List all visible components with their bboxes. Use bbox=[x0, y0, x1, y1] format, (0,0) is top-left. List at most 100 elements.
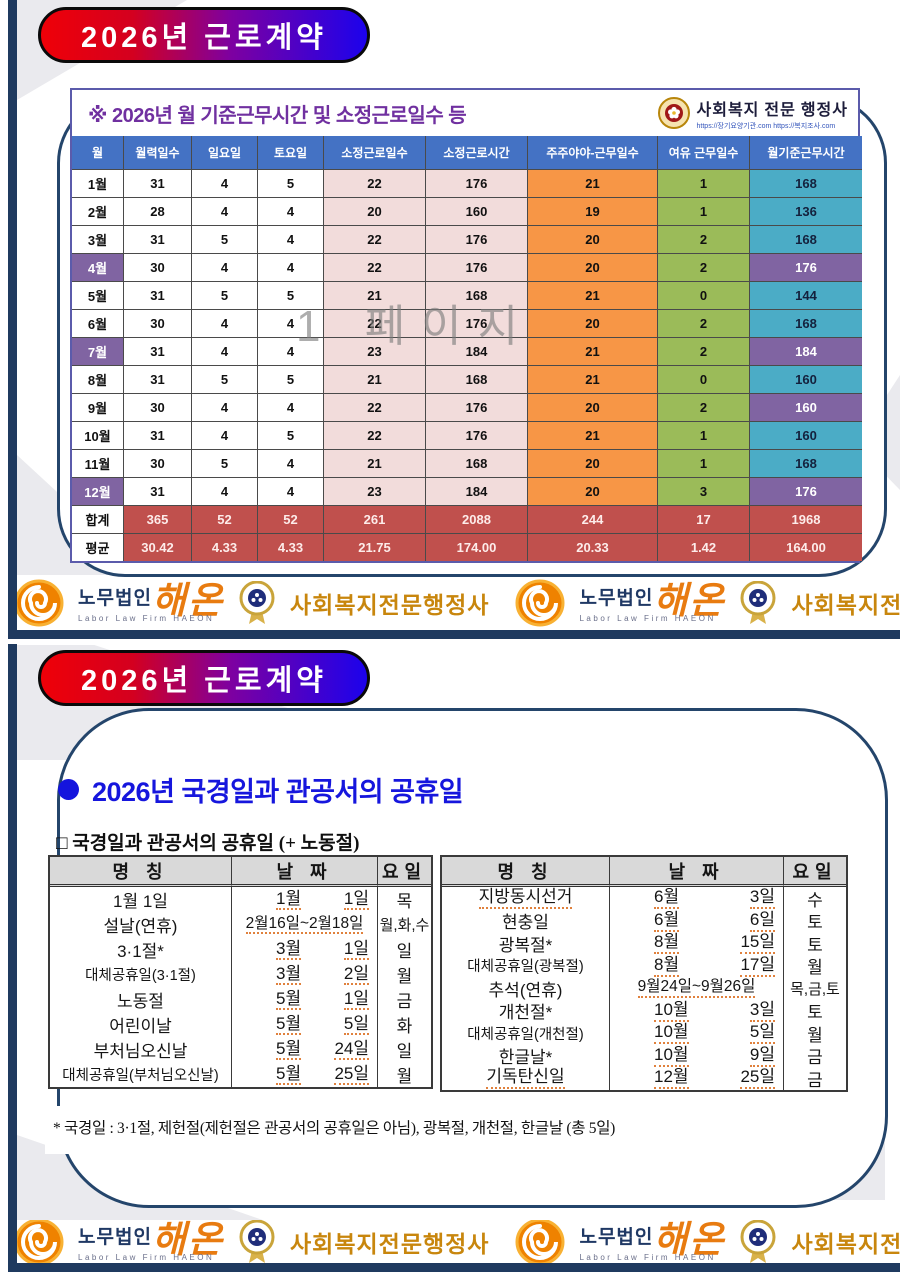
spare-days-cell: 1 bbox=[658, 421, 750, 449]
holiday-date-cell: 8월 17일 bbox=[610, 954, 784, 977]
holiday-weekday-cell: 금 bbox=[784, 1045, 846, 1067]
calendar-days-cell: 31 bbox=[124, 337, 192, 365]
workhours-cell: 176 bbox=[426, 393, 528, 421]
haeon-firm-name: 해온 bbox=[151, 1220, 225, 1261]
haeon-text-row: 노무법인 해온 bbox=[78, 583, 224, 620]
holiday-name: 3·1절* bbox=[117, 942, 164, 961]
workdays-cell: 20 bbox=[324, 197, 426, 225]
spare-days-cell: 2 bbox=[658, 337, 750, 365]
work-table-titleband: ※ 2026년 월 기준근무시간 및 소정근로일수 등 사회복지 전문 행정사 … bbox=[72, 90, 858, 136]
spare-days-cell: 2 bbox=[658, 393, 750, 421]
slide2-title: 2026년 근로계약 bbox=[81, 665, 327, 697]
spare-days-cell: 0 bbox=[658, 281, 750, 309]
haeon-spiral-icon bbox=[515, 1220, 565, 1264]
holiday-date-day: 3일 bbox=[749, 887, 775, 910]
bottom-frame-bar-slide1 bbox=[8, 630, 900, 639]
holiday-date-day: 15일 bbox=[740, 932, 775, 955]
holiday-date-day: 24일 bbox=[334, 1039, 369, 1061]
holiday-name: 지방동시선거 bbox=[478, 887, 573, 910]
page-number-watermark: 1 페이지 bbox=[296, 302, 535, 351]
haeon-spiral-icon bbox=[515, 579, 565, 627]
saturdays-cell: 5 bbox=[258, 421, 324, 449]
sundays-cell: 4 bbox=[192, 197, 258, 225]
holiday-date-day: 9일 bbox=[749, 1045, 775, 1067]
holiday-name-cell: 현충일 bbox=[442, 909, 610, 932]
workdays-cell: 22 bbox=[324, 225, 426, 253]
work-table-header-cell: 월력일수 bbox=[124, 136, 192, 169]
work-table-header-cell: 일요일 bbox=[192, 136, 258, 169]
holiday-name-cell: 대체공휴일(부처님오신날) bbox=[50, 1062, 232, 1087]
holiday-date-cell: 5월 24일 bbox=[232, 1037, 378, 1062]
admin-logo-name: 사회복지 전문 행정사 bbox=[696, 101, 848, 119]
holiday-weekday-cell: 월 bbox=[784, 955, 846, 977]
bullet-icon bbox=[58, 779, 79, 800]
holiday-weekday: 토 bbox=[807, 935, 823, 955]
holiday-name: 대체공휴일(개천절) bbox=[467, 1026, 584, 1043]
holiday-weekday: 금 bbox=[807, 1070, 823, 1090]
holiday-date-cell: 3월 1일 bbox=[232, 937, 378, 962]
work-table-header-cell: 토요일 bbox=[258, 136, 324, 169]
saturdays-cell: 4 bbox=[258, 309, 324, 337]
workhours-cell: 168 bbox=[426, 281, 528, 309]
work-table-header-cell: 월기준근무시간 bbox=[750, 136, 862, 169]
spare-days-cell: 1 bbox=[658, 449, 750, 477]
total-cell: 365 bbox=[124, 505, 192, 533]
association-name: 사회복지전문행정사 bbox=[290, 592, 490, 618]
work-table-header-cell: 월 bbox=[72, 136, 124, 169]
holiday-name-cell: 노동절 bbox=[50, 987, 232, 1012]
holiday-name: 부처님오신날 bbox=[93, 1042, 188, 1061]
holiday-weekday: 월 bbox=[396, 1067, 413, 1086]
shift-days-cell: 20 bbox=[528, 477, 658, 505]
spare-days-cell: 3 bbox=[658, 477, 750, 505]
shift-days-cell: 20 bbox=[528, 253, 658, 281]
footer-logo-strip-slide2: 노무법인 해온 Labor Law Firm HAEON 사회복지전문행정사 노무법인 해… bbox=[0, 1220, 900, 1264]
workdays-cell: 22 bbox=[324, 169, 426, 197]
calendar-days-cell: 31 bbox=[124, 365, 192, 393]
holiday-section-heading: 2026년 국경일과 관공서의 공휴일 bbox=[58, 770, 464, 809]
holiday-heading-text: 2026년 국경일과 관공서의 공휴일 bbox=[92, 777, 464, 807]
holiday-date-day: 6일 bbox=[749, 910, 775, 932]
saturdays-cell: 4 bbox=[258, 393, 324, 421]
holiday-date-month: 5월 bbox=[276, 1039, 302, 1061]
holiday-date-day: 2일 bbox=[343, 964, 369, 986]
holiday-name-cell: 1월 1일 bbox=[50, 887, 232, 912]
calendar-days-cell: 30 bbox=[124, 449, 192, 477]
haeon-spiral-icon bbox=[14, 579, 64, 627]
holiday-header-cell: 요일 bbox=[784, 857, 846, 887]
slide1-title: 2026년 근로계약 bbox=[81, 22, 327, 54]
haeon-text-row: 노무법인 해온 bbox=[78, 1220, 225, 1261]
shift-days-cell: 20 bbox=[528, 393, 658, 421]
holiday-date-month: 5월 bbox=[276, 989, 302, 1011]
holiday-name: 개천절* bbox=[498, 1003, 553, 1022]
haeon-firm-name: 해온 bbox=[653, 1220, 726, 1261]
haeon-wordmark: 노무법인 해온 Labor Law Firm HAEON bbox=[579, 1222, 725, 1262]
holiday-weekday-cell: 토 bbox=[784, 932, 846, 955]
sundays-cell: 4 bbox=[192, 169, 258, 197]
holiday-weekday-cell: 금 bbox=[784, 1067, 846, 1090]
holiday-date-month: 5월 bbox=[276, 1014, 302, 1036]
spare-days-cell: 2 bbox=[658, 253, 750, 281]
haeon-firm-subtitle: Labor Law Firm HAEON bbox=[78, 614, 215, 623]
haeon-spiral-icon bbox=[14, 1220, 64, 1264]
sundays-cell: 4 bbox=[192, 477, 258, 505]
total-cell: 합계 bbox=[72, 505, 124, 533]
holiday-date-cell: 6월 3일 bbox=[610, 887, 784, 910]
holiday-date-cell: 9월24일~9월26일 bbox=[610, 977, 784, 1000]
standard-hours-cell: 168 bbox=[750, 309, 862, 337]
average-cell: 164.00 bbox=[750, 533, 862, 561]
holiday-name-cell: 지방동시선거 bbox=[442, 887, 610, 910]
holiday-weekday: 일 bbox=[396, 942, 413, 961]
holiday-weekday-cell: 수 bbox=[784, 887, 846, 910]
holiday-date-month: 10월 bbox=[654, 1000, 689, 1022]
sundays-cell: 4 bbox=[192, 309, 258, 337]
holiday-date-month: 3월 bbox=[276, 964, 302, 986]
holiday-name-cell: 한글날* bbox=[442, 1044, 610, 1067]
footnote: * 국경일 : 3·1절, 제헌절(제헌절은 관공서의 공휴일은 아님), 광복… bbox=[45, 1106, 857, 1154]
haeon-firm-prefix: 노무법인 bbox=[579, 588, 654, 609]
haeon-text-col: 노무법인 해온 Labor Law Firm HAEON bbox=[579, 1222, 725, 1262]
holiday-weekday-cell: 금 bbox=[378, 987, 431, 1012]
holiday-date-cell: 3월 2일 bbox=[232, 962, 378, 987]
total-cell: 261 bbox=[324, 505, 426, 533]
haeon-wordmark: 노무법인 해온 Labor Law Firm HAEON bbox=[78, 1222, 224, 1262]
